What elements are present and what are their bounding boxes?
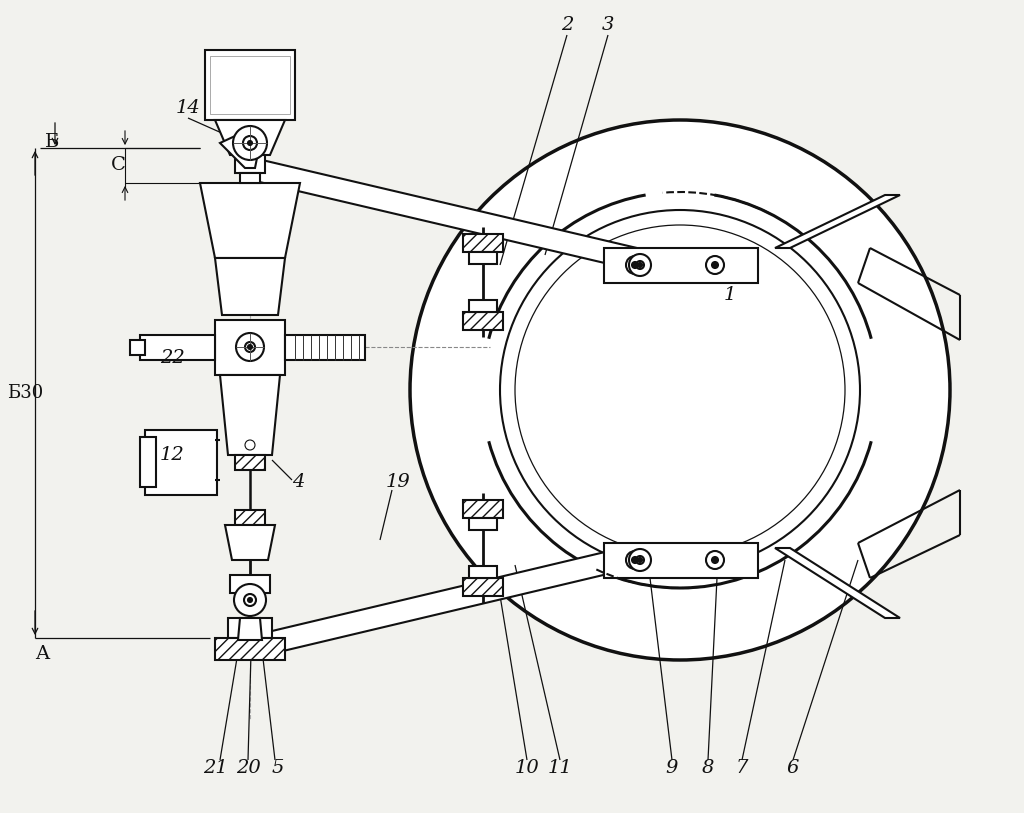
Bar bbox=[215, 320, 285, 375]
Text: Б: Б bbox=[45, 133, 59, 151]
Circle shape bbox=[410, 120, 950, 660]
Bar bbox=[140, 335, 215, 360]
Bar bbox=[463, 500, 503, 518]
Polygon shape bbox=[215, 120, 285, 155]
Text: 8: 8 bbox=[701, 759, 714, 777]
Bar bbox=[228, 618, 272, 638]
Circle shape bbox=[706, 256, 724, 274]
Circle shape bbox=[638, 558, 642, 562]
Circle shape bbox=[712, 557, 718, 563]
Bar bbox=[210, 56, 290, 114]
Bar bbox=[469, 566, 497, 578]
Text: 7: 7 bbox=[736, 759, 749, 777]
Text: 5: 5 bbox=[271, 759, 285, 777]
Bar bbox=[230, 575, 270, 593]
Bar bbox=[469, 518, 497, 530]
Bar bbox=[463, 234, 503, 252]
Text: 9: 9 bbox=[666, 759, 678, 777]
Bar bbox=[240, 173, 260, 183]
Polygon shape bbox=[200, 183, 300, 258]
Circle shape bbox=[629, 549, 651, 571]
Circle shape bbox=[248, 141, 252, 145]
Circle shape bbox=[632, 557, 638, 563]
Polygon shape bbox=[604, 543, 758, 578]
Polygon shape bbox=[604, 248, 758, 283]
Circle shape bbox=[638, 263, 642, 267]
Text: 19: 19 bbox=[386, 473, 411, 491]
Circle shape bbox=[636, 261, 644, 269]
Text: 11: 11 bbox=[548, 759, 572, 777]
Text: Б30: Б30 bbox=[7, 384, 43, 402]
Bar bbox=[145, 430, 217, 495]
Bar bbox=[234, 455, 265, 470]
Text: 12: 12 bbox=[160, 446, 184, 464]
Polygon shape bbox=[215, 258, 285, 315]
Text: 4: 4 bbox=[292, 473, 304, 491]
Circle shape bbox=[500, 210, 860, 570]
Polygon shape bbox=[246, 157, 642, 271]
Circle shape bbox=[233, 126, 267, 160]
Circle shape bbox=[248, 345, 252, 349]
Polygon shape bbox=[225, 525, 275, 560]
Text: 22: 22 bbox=[160, 349, 184, 367]
Circle shape bbox=[236, 333, 264, 361]
Bar bbox=[234, 155, 265, 173]
Circle shape bbox=[626, 256, 644, 274]
Polygon shape bbox=[775, 195, 900, 248]
Text: A: A bbox=[35, 645, 49, 663]
Text: 20: 20 bbox=[236, 759, 260, 777]
Circle shape bbox=[626, 551, 644, 569]
Circle shape bbox=[712, 262, 718, 268]
Bar bbox=[234, 510, 265, 525]
Bar bbox=[463, 578, 503, 596]
Circle shape bbox=[629, 254, 651, 276]
Text: C: C bbox=[111, 156, 125, 174]
Circle shape bbox=[245, 440, 255, 450]
Bar bbox=[469, 252, 497, 264]
Circle shape bbox=[632, 262, 638, 268]
Text: 1: 1 bbox=[724, 286, 736, 304]
Text: 14: 14 bbox=[176, 99, 201, 117]
Bar bbox=[463, 312, 503, 330]
Polygon shape bbox=[220, 130, 260, 168]
Text: 2: 2 bbox=[561, 16, 573, 34]
Bar bbox=[140, 437, 156, 487]
Text: 10: 10 bbox=[515, 759, 540, 777]
Circle shape bbox=[244, 594, 256, 606]
Circle shape bbox=[248, 598, 252, 602]
Text: 3: 3 bbox=[602, 16, 614, 34]
Circle shape bbox=[245, 342, 255, 352]
Bar bbox=[469, 300, 497, 312]
Polygon shape bbox=[775, 548, 900, 618]
Bar bbox=[285, 335, 365, 360]
Circle shape bbox=[234, 584, 266, 616]
Polygon shape bbox=[238, 618, 262, 640]
Circle shape bbox=[636, 556, 644, 564]
Bar bbox=[130, 340, 145, 355]
Polygon shape bbox=[220, 375, 280, 455]
Bar bbox=[215, 638, 285, 660]
Text: 6: 6 bbox=[786, 759, 799, 777]
Circle shape bbox=[515, 225, 845, 555]
Text: 21: 21 bbox=[203, 759, 227, 777]
Polygon shape bbox=[246, 544, 642, 659]
Bar bbox=[205, 50, 295, 120]
Circle shape bbox=[706, 551, 724, 569]
Circle shape bbox=[243, 136, 257, 150]
